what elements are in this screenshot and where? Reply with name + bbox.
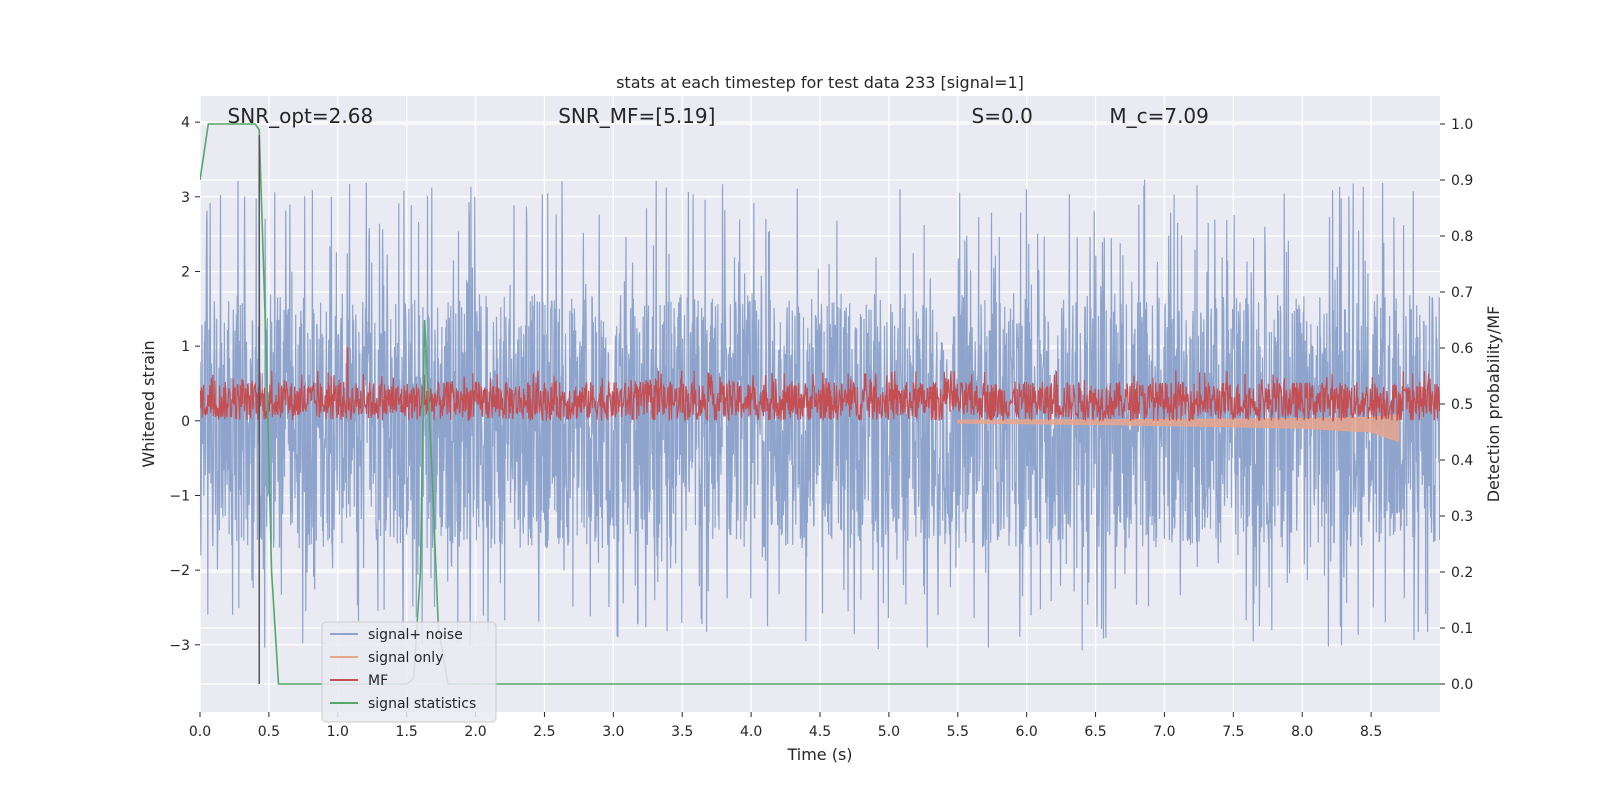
- y-tick-label-right: 0.9: [1451, 173, 1473, 189]
- y-axis-title-left: Whitened strain: [139, 340, 158, 467]
- annotation: S=0.0: [972, 104, 1033, 128]
- x-tick-label: 1.5: [396, 724, 418, 740]
- y-tick-label-right: 1.0: [1451, 117, 1473, 133]
- x-axis-title: Time (s): [786, 745, 852, 764]
- x-tick-label: 0.0: [189, 724, 211, 740]
- annotation: SNR_MF=[5.19]: [558, 104, 715, 128]
- x-tick-label: 3.5: [671, 724, 693, 740]
- y-tick-label-left: 1: [181, 339, 190, 355]
- series-signal-noise: [200, 179, 1440, 651]
- legend-label: MF: [368, 673, 388, 689]
- y-tick-label-right: 0.0: [1451, 677, 1473, 693]
- legend-label: signal statistics: [368, 696, 476, 712]
- legend-box: [321, 621, 497, 723]
- y-tick-label-left: 3: [181, 190, 190, 206]
- axes: 0.0 0.5 1.0 1.5 2.0 2.5 3.0 3.5 4.0 4.5 5.0 5.5 6.0 6…: [169, 115, 1473, 740]
- legend-label: signal only: [368, 650, 443, 666]
- y-axis-title-right: Detection probability/MF: [1484, 306, 1503, 503]
- annotation: M_c=7.09: [1109, 104, 1209, 128]
- x-tick-label: 5.0: [878, 724, 900, 740]
- x-tick-label: 8.0: [1291, 724, 1313, 740]
- y-tick-label-right: 0.7: [1451, 285, 1473, 301]
- legend-label: signal+ noise: [368, 627, 463, 643]
- x-tick-label: 3.0: [602, 724, 624, 740]
- y-tick-label-right: 0.4: [1451, 453, 1473, 469]
- y-tick-label-left: −2: [169, 563, 190, 579]
- x-tick-label: 2.5: [533, 724, 555, 740]
- y-tick-label-right: 0.1: [1451, 621, 1473, 637]
- y-tick-label-right: 0.5: [1451, 397, 1473, 413]
- y-tick-label-right: 0.8: [1451, 229, 1473, 245]
- y-tick-label-left: −3: [169, 638, 190, 654]
- x-tick-label: 0.5: [258, 724, 280, 740]
- annotation: SNR_opt=2.68: [228, 104, 374, 128]
- y-tick-label-left: −1: [169, 488, 190, 504]
- x-tick-label: 4.0: [740, 724, 762, 740]
- legend: signal+ noise signal only MF signal statist…: [321, 621, 497, 723]
- annotations: SNR_opt=2.68 SNR_MF=[5.19] S=0.0 M_c=7.09: [228, 104, 1209, 128]
- x-tick-label: 2.0: [464, 724, 486, 740]
- x-tick-label: 5.5: [947, 724, 969, 740]
- x-tick-label: 7.0: [1153, 724, 1175, 740]
- y-tick-label-left: 4: [181, 115, 190, 131]
- x-tick-label: 7.5: [1222, 724, 1244, 740]
- y-tick-label-right: 0.6: [1451, 341, 1473, 357]
- y-tick-label-left: 0: [181, 414, 190, 430]
- chart-title: stats at each timestep for test data 233…: [616, 73, 1024, 92]
- x-tick-label: 4.5: [809, 724, 831, 740]
- y-tick-label-left: 2: [181, 264, 190, 280]
- y-tick-label-right: 0.2: [1451, 565, 1473, 581]
- x-tick-label: 8.5: [1360, 724, 1382, 740]
- series-mf: [200, 347, 1440, 423]
- x-tick-label: 6.5: [1084, 724, 1106, 740]
- x-tick-label: 6.0: [1016, 724, 1038, 740]
- y-tick-label-right: 0.3: [1451, 509, 1473, 525]
- x-tick-label: 1.0: [327, 724, 349, 740]
